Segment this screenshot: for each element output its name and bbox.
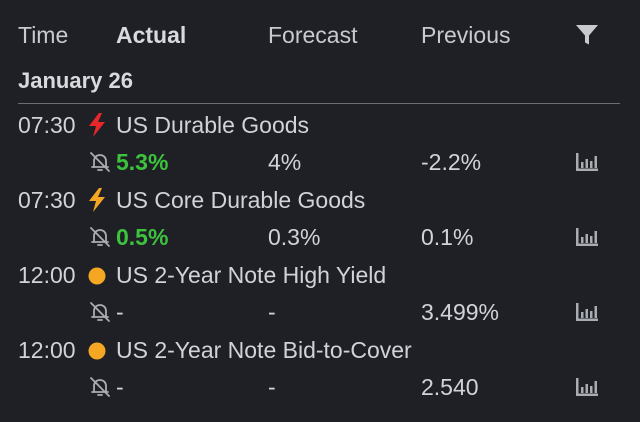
- lightning-icon: [86, 112, 108, 138]
- event-actual: 0.5%: [116, 224, 169, 250]
- event-time: 12:00: [18, 262, 76, 288]
- event-forecast: 4%: [268, 149, 302, 175]
- event-forecast: -: [268, 299, 276, 325]
- event-name[interactable]: US Core Durable Goods: [116, 187, 366, 213]
- event-actual: 5.3%: [116, 149, 169, 175]
- event-time: 07:30: [18, 187, 76, 213]
- event-row[interactable]: 12:00 US 2-Year Note Bid-to-Cover - - 2.…: [0, 329, 640, 404]
- filter-icon[interactable]: [574, 22, 600, 48]
- event-actual: -: [116, 374, 124, 400]
- circle-icon: [86, 262, 108, 288]
- table-header: Time Actual Forecast Previous: [0, 0, 640, 68]
- header-time: Time: [18, 22, 69, 48]
- bar-chart-icon[interactable]: [574, 150, 600, 174]
- header-previous: Previous: [421, 22, 511, 48]
- event-previous: -2.2%: [421, 149, 482, 175]
- header-forecast: Forecast: [268, 22, 358, 48]
- divider: [18, 103, 620, 104]
- event-row[interactable]: 07:30 US Core Durable Goods 0.5% 0.3% 0.…: [0, 179, 640, 254]
- event-previous: 0.1%: [421, 224, 474, 250]
- event-row[interactable]: 07:30 US Durable Goods 5.3% 4% -2.2%: [0, 104, 640, 179]
- event-previous: 2.540: [421, 374, 479, 400]
- date-heading: January 26: [18, 68, 133, 93]
- event-time: 12:00: [18, 337, 76, 363]
- bar-chart-icon[interactable]: [574, 225, 600, 249]
- event-row[interactable]: 12:00 US 2-Year Note High Yield - - 3.49…: [0, 254, 640, 329]
- event-name[interactable]: US Durable Goods: [116, 112, 310, 138]
- bar-chart-icon[interactable]: [574, 375, 600, 399]
- bell-off-icon[interactable]: [88, 225, 112, 249]
- lightning-icon: [86, 187, 108, 213]
- event-forecast: 0.3%: [268, 224, 321, 250]
- event-forecast: -: [268, 374, 276, 400]
- event-time: 07:30: [18, 112, 76, 138]
- circle-icon: [86, 337, 108, 363]
- event-name[interactable]: US 2-Year Note Bid-to-Cover: [116, 337, 412, 363]
- header-actual: Actual: [116, 22, 187, 48]
- bell-off-icon[interactable]: [88, 300, 112, 324]
- event-previous: 3.499%: [421, 299, 500, 325]
- bell-off-icon[interactable]: [88, 375, 112, 399]
- bar-chart-icon[interactable]: [574, 300, 600, 324]
- bell-off-icon[interactable]: [88, 150, 112, 174]
- event-name[interactable]: US 2-Year Note High Yield: [116, 262, 387, 288]
- event-actual: -: [116, 299, 124, 325]
